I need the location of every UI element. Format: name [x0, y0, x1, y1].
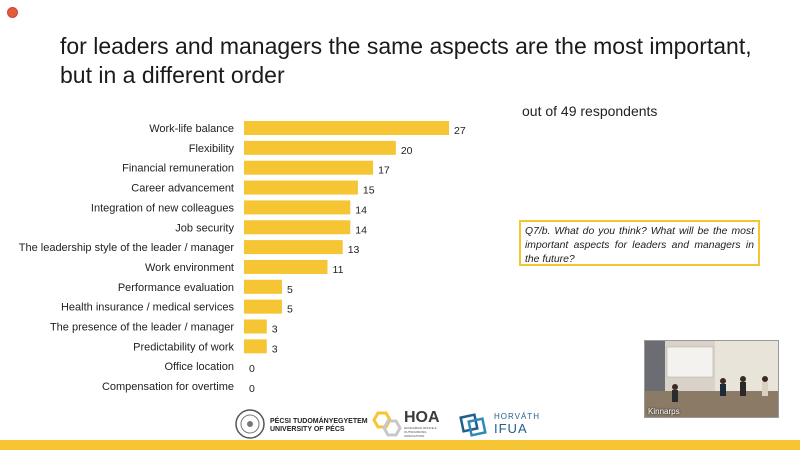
video-caption: Kinnarps	[648, 407, 680, 416]
question-box: Q7/b. What do you think? What will be th…	[519, 220, 760, 266]
value-label-work-life-balance: 27	[454, 125, 466, 137]
category-label-performance-evaluation: Performance evaluation	[118, 282, 234, 294]
hoa-subtitle: HUNGARIAN OFFICE & OUTSOURCING ASSOCIATI…	[404, 426, 437, 438]
pte-seal-icon	[235, 409, 265, 439]
value-label-flexibility: 20	[401, 145, 413, 157]
category-label-job-security: Job security	[175, 222, 234, 234]
bar-job-security	[244, 220, 351, 235]
value-label-financial-remuneration: 17	[378, 165, 390, 177]
bar-chart: Work-life balance 27 Flexibility 20 Financia…	[19, 121, 466, 395]
category-label-predictability-of-work: Predictability of work	[133, 341, 234, 353]
pte-name-line2: UNIVERSITY OF PÉCS	[270, 426, 345, 433]
category-label-integration-of-new-colleagues: Integration of new colleagues	[91, 202, 235, 214]
value-label-predictability-of-work: 3	[272, 343, 278, 355]
value-label-compensation-for-overtime: 0	[249, 383, 255, 395]
value-label-the-presence-of-the-leader-manager: 3	[272, 324, 278, 336]
category-label-office-location: Office location	[164, 361, 234, 373]
category-label-financial-remuneration: Financial remuneration	[122, 163, 234, 175]
recording-indicator-icon	[7, 7, 18, 18]
category-label-work-environment: Work environment	[145, 262, 234, 274]
hoa-hexagon-icon	[372, 411, 402, 437]
hoa-wordmark: HOA	[404, 409, 440, 426]
value-label-the-leadership-style-of-the-leader-manager: 13	[348, 244, 360, 256]
bar-work-life-balance	[244, 121, 449, 135]
category-label-health-insurance-medical-services: Health insurance / medical services	[61, 302, 235, 314]
value-label-career-advancement: 15	[363, 185, 375, 197]
category-label-the-presence-of-the-leader-manager: The presence of the leader / manager	[50, 322, 234, 334]
slide-title: for leaders and managers the same aspect…	[60, 33, 752, 88]
respondents-note: out of 49 respondents	[522, 103, 658, 119]
bar-the-leadership-style-of-the-leader-manager	[244, 240, 343, 255]
pte-name-line1: PÉCSI TUDOMÁNYEGYETEM	[270, 418, 368, 425]
bar-work-environment	[244, 259, 328, 274]
video-thumbnail[interactable]: Kinnarps	[644, 340, 779, 418]
video-scene-icon	[645, 341, 778, 417]
category-label-work-life-balance: Work-life balance	[149, 123, 234, 135]
value-label-job-security: 14	[355, 224, 367, 236]
value-label-integration-of-new-colleagues: 14	[355, 204, 367, 216]
bar-career-advancement	[244, 180, 358, 195]
bar-the-presence-of-the-leader-manager	[244, 319, 267, 334]
value-label-performance-evaluation: 5	[287, 284, 293, 296]
bar-health-insurance-medical-services	[244, 299, 282, 314]
category-label-compensation-for-overtime: Compensation for overtime	[102, 381, 234, 393]
footer-accent-bar	[0, 440, 800, 450]
bar-financial-remuneration	[244, 160, 374, 175]
bar-performance-evaluation	[244, 279, 282, 294]
bar-integration-of-new-colleagues	[244, 200, 351, 215]
category-label-career-advancement: Career advancement	[131, 183, 234, 195]
bar-predictability-of-work	[244, 339, 267, 354]
bar-flexibility	[244, 140, 396, 155]
value-label-health-insurance-medical-services: 5	[287, 304, 293, 316]
ifua-line2: IFUA	[494, 421, 528, 436]
category-label-flexibility: Flexibility	[189, 143, 235, 155]
category-label-the-leadership-style-of-the-leader-manager: The leadership style of the leader / man…	[19, 242, 235, 254]
value-label-work-environment: 11	[333, 264, 344, 276]
ifua-line1: HORVÁTH	[494, 412, 540, 421]
value-label-office-location: 0	[249, 363, 255, 375]
ifua-squares-icon	[459, 413, 487, 437]
